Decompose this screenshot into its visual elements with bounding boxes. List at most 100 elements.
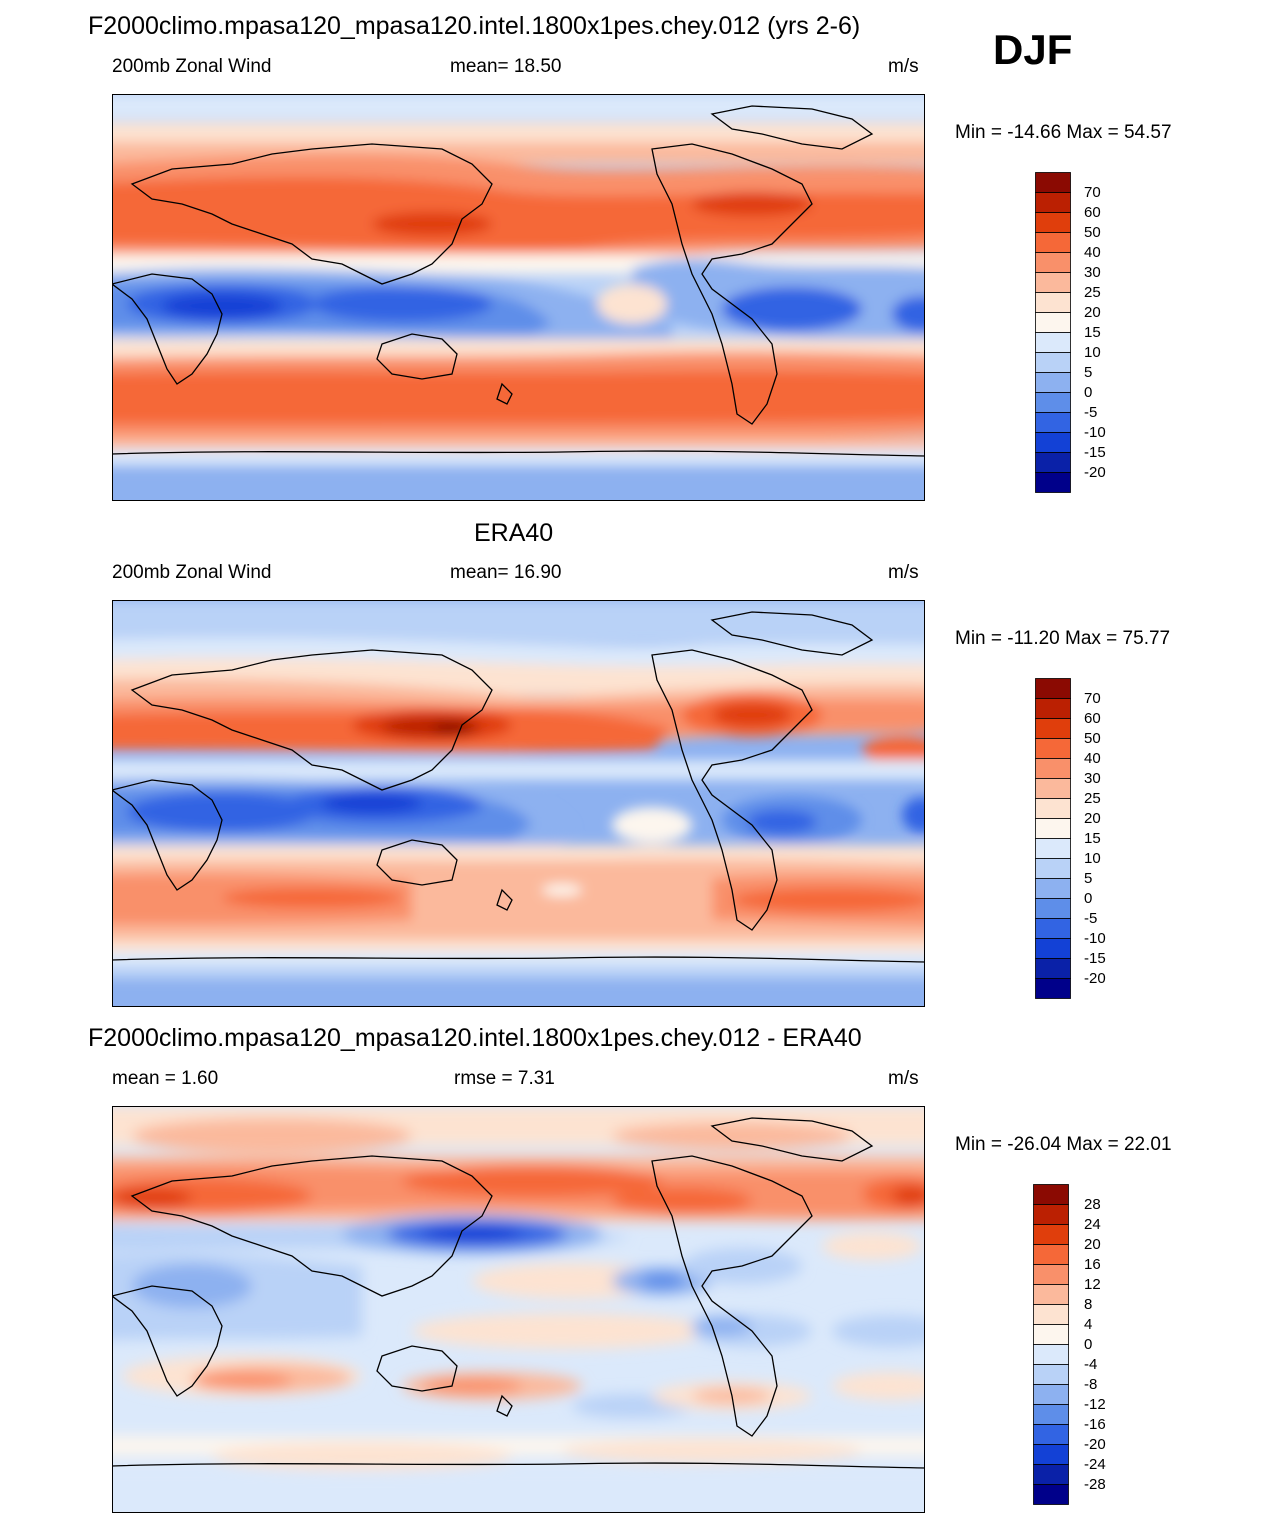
season-label: DJF (993, 26, 1073, 73)
colorbar-swatch (1033, 1384, 1069, 1405)
panel2-cb-label: 70 (1084, 690, 1101, 707)
panel3-cb-label: 24 (1084, 1216, 1101, 1233)
colorbar-swatch (1035, 978, 1071, 999)
colorbar-swatch (1035, 472, 1071, 493)
panel2-title: ERA40 (474, 519, 554, 547)
panel2-cb-label: -20 (1084, 970, 1106, 987)
colorbar-swatch (1035, 898, 1071, 919)
panel1-cb-label: 15 (1084, 324, 1101, 341)
colorbar-swatch (1033, 1444, 1069, 1465)
panel3-minmax: Min = -26.04 Max = 22.01 (955, 1134, 1172, 1155)
panel3-title: F2000climo.mpasa120_mpasa120.intel.1800x… (88, 1024, 862, 1052)
panel3-cb-label: 16 (1084, 1256, 1101, 1273)
panel1-map (112, 94, 925, 501)
panel3-cb-label: 0 (1084, 1336, 1093, 1353)
panel1-cb-label: 0 (1084, 384, 1093, 401)
panel1-cb-label: 50 (1084, 224, 1101, 241)
colorbar-swatch (1035, 878, 1071, 899)
colorbar-swatch (1035, 172, 1071, 193)
panel3-cb-label: 20 (1084, 1236, 1101, 1253)
panel3-map (112, 1106, 925, 1513)
colorbar-swatch (1033, 1224, 1069, 1245)
colorbar-swatch (1033, 1244, 1069, 1265)
panel2-cb-label: -5 (1084, 910, 1098, 927)
panel2-colorbar (1035, 678, 1071, 999)
panel1-cb-label: -10 (1084, 424, 1106, 441)
colorbar-swatch (1035, 412, 1071, 433)
panel2-cb-label: -15 (1084, 950, 1106, 967)
colorbar-swatch (1033, 1484, 1069, 1505)
colorbar-swatch (1035, 212, 1071, 233)
panel2-minmax: Min = -11.20 Max = 75.77 (955, 628, 1171, 649)
panel3-cb-label: -24 (1084, 1456, 1106, 1473)
coastline-outlines (112, 105, 925, 457)
panel2-mean-label: mean= 16.90 (450, 562, 562, 583)
panel3-cb-label: -4 (1084, 1356, 1098, 1373)
panel2-cb-label: -10 (1084, 930, 1106, 947)
colorbar-swatch (1033, 1204, 1069, 1225)
panel1-cb-label: 60 (1084, 204, 1101, 221)
panel1-variable-label: 200mb Zonal Wind (112, 56, 272, 77)
panel2-cb-label: 0 (1084, 890, 1093, 907)
colorbar-swatch (1035, 392, 1071, 413)
panel3-rmse-label: rmse = 7.31 (454, 1068, 555, 1089)
panel3-colorbar (1033, 1184, 1069, 1505)
colorbar-swatch (1035, 718, 1071, 739)
panel2-units-label: m/s (888, 562, 919, 583)
panel1-cb-label: -5 (1084, 404, 1098, 421)
panel1-cb-label: 40 (1084, 244, 1101, 261)
colorbar-swatch (1035, 818, 1071, 839)
colorbar-swatch (1033, 1304, 1069, 1325)
colorbar-swatch (1033, 1464, 1069, 1485)
panel2-cb-label: 25 (1084, 790, 1101, 807)
panel2-cb-label: 60 (1084, 710, 1101, 727)
colorbar-swatch (1035, 758, 1071, 779)
panel1-cb-label: 5 (1084, 364, 1093, 381)
panel2-cb-label: 50 (1084, 730, 1101, 747)
colorbar-swatch (1035, 332, 1071, 353)
colorbar-swatch (1035, 958, 1071, 979)
panel3-cb-label: -8 (1084, 1376, 1098, 1393)
colorbar-swatch (1035, 698, 1071, 719)
panel1-cb-label: 25 (1084, 284, 1101, 301)
colorbar-swatch (1035, 738, 1071, 759)
panel1-cb-label: 20 (1084, 304, 1101, 321)
colorbar-swatch (1035, 372, 1071, 393)
colorbar-swatch (1035, 838, 1071, 859)
panel1-title: F2000climo.mpasa120_mpasa120.intel.1800x… (88, 12, 861, 40)
panel1-units-label: m/s (888, 56, 919, 77)
colorbar-swatch (1033, 1264, 1069, 1285)
colorbar-swatch (1035, 858, 1071, 879)
colorbar-swatch (1035, 272, 1071, 293)
panel3-cb-label: -20 (1084, 1436, 1106, 1453)
panel3-cb-label: 12 (1084, 1276, 1101, 1293)
panel1-cb-label: 30 (1084, 264, 1101, 281)
panel3-cb-label: -12 (1084, 1396, 1106, 1413)
panel2-variable-label: 200mb Zonal Wind (112, 562, 272, 583)
colorbar-swatch (1035, 312, 1071, 333)
panel3-cb-label: 28 (1084, 1196, 1101, 1213)
panel3-cb-label: -28 (1084, 1476, 1106, 1493)
coastline-outlines (112, 611, 925, 963)
panel1-cb-label: 70 (1084, 184, 1101, 201)
panel1-cb-label: 10 (1084, 344, 1101, 361)
colorbar-swatch (1035, 292, 1071, 313)
colorbar-swatch (1035, 798, 1071, 819)
colorbar-swatch (1033, 1404, 1069, 1425)
panel2-cb-label: 15 (1084, 830, 1101, 847)
panel1-colorbar (1035, 172, 1071, 493)
colorbar-swatch (1035, 432, 1071, 453)
colorbar-swatch (1035, 918, 1071, 939)
colorbar-swatch (1035, 778, 1071, 799)
panel1-cb-label: -20 (1084, 464, 1106, 481)
colorbar-swatch (1033, 1364, 1069, 1385)
panel2-colorbar-swatches (1035, 678, 1071, 999)
panel2-map (112, 600, 925, 1007)
panel1-minmax: Min = -14.66 Max = 54.57 (955, 122, 1172, 143)
colorbar-swatch (1035, 352, 1071, 373)
panel2-cb-label: 10 (1084, 850, 1101, 867)
panel3-cb-label: -16 (1084, 1416, 1106, 1433)
colorbar-swatch (1035, 232, 1071, 253)
colorbar-swatch (1033, 1284, 1069, 1305)
panel2-cb-label: 5 (1084, 870, 1093, 887)
